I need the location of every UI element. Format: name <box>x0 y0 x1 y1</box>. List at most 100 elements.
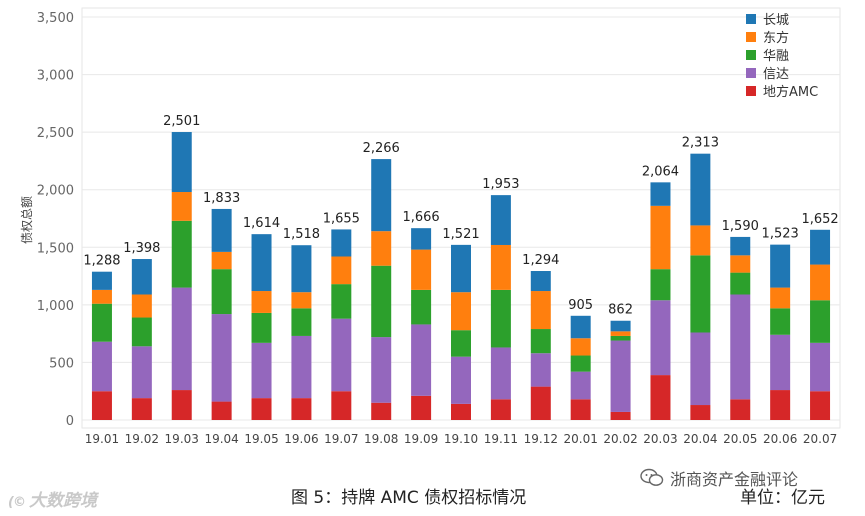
total-data-label: 1,833 <box>203 191 240 206</box>
x-tick-label: 19.02 <box>125 432 159 446</box>
bar-segment <box>810 342 831 392</box>
bar-segment <box>770 244 791 288</box>
bar-segment <box>690 225 711 256</box>
bar-segment <box>451 292 471 331</box>
x-tick-label: 19.03 <box>165 432 199 446</box>
x-tick-label: 19.05 <box>244 432 278 446</box>
y-tick-label: 0 <box>66 414 74 429</box>
total-data-label: 1,521 <box>442 227 479 242</box>
total-data-label: 1,652 <box>801 212 838 227</box>
legend-swatch <box>746 86 756 96</box>
bar-segment <box>411 324 432 396</box>
bar-segment <box>291 398 312 420</box>
bar-segment <box>331 256 352 285</box>
bar-segment <box>650 375 671 420</box>
bar-segment <box>171 220 192 288</box>
bar-segment <box>730 236 751 256</box>
watermark-left: (© 大数跨境 <box>8 486 97 511</box>
bar-segment <box>610 320 631 332</box>
bar-segment <box>211 314 232 402</box>
x-tick-label: 19.06 <box>284 432 318 446</box>
total-data-label: 1,614 <box>243 216 280 231</box>
bar-segment <box>490 289 511 348</box>
bar-segment <box>451 330 471 357</box>
bar-segment <box>411 395 432 420</box>
bar-segment <box>690 153 711 226</box>
bar-segment <box>371 159 392 232</box>
bar-segment <box>730 294 751 400</box>
bar-segment <box>530 291 551 330</box>
y-tick-label: 500 <box>49 356 74 371</box>
total-data-label: 2,313 <box>682 136 719 151</box>
bar-segment <box>650 269 671 301</box>
bar-segment <box>211 208 232 252</box>
total-data-label: 2,064 <box>642 164 679 179</box>
total-data-label: 1,953 <box>482 177 519 192</box>
bar-segment <box>91 341 112 392</box>
y-tick-label: 1,000 <box>37 299 74 314</box>
bar-segment <box>131 317 152 347</box>
total-data-label: 862 <box>608 303 633 318</box>
bar-segment <box>810 300 831 343</box>
bar-segment <box>131 398 152 420</box>
bar-segment <box>331 318 352 392</box>
bar-segment <box>171 132 192 193</box>
bar-segment <box>530 271 551 292</box>
total-data-label: 1,294 <box>522 253 559 268</box>
legend-swatch <box>746 14 756 24</box>
bar-segment <box>131 294 152 318</box>
brand-logo-icon: (© <box>8 495 26 510</box>
bar-segment <box>371 265 392 338</box>
bar-segment <box>211 269 232 315</box>
bar-segment <box>171 390 192 420</box>
x-tick-label: 19.09 <box>404 432 438 446</box>
bar-segment <box>730 272 751 295</box>
bar-segment <box>690 255 711 333</box>
x-tick-label: 19.08 <box>364 432 398 446</box>
total-data-label: 1,655 <box>323 211 360 226</box>
bar-segment <box>570 399 591 420</box>
bar-segment <box>770 287 791 309</box>
bar-segment <box>291 308 312 336</box>
legend-swatch <box>746 50 756 60</box>
bar-segment <box>291 335 312 399</box>
bar-segment <box>650 300 671 376</box>
bar-segment <box>451 403 471 420</box>
x-tick-label: 19.07 <box>324 432 358 446</box>
legend-label: 长城 <box>763 13 789 28</box>
bar-segment <box>291 292 312 309</box>
bar-segment <box>251 291 272 313</box>
total-data-label: 2,501 <box>163 114 200 129</box>
x-tick-label: 20.01 <box>564 432 598 446</box>
y-tick-label: 2,500 <box>37 126 74 141</box>
total-data-label: 2,266 <box>363 141 400 156</box>
bar-segment <box>291 245 312 293</box>
bar-segment <box>810 264 831 301</box>
bar-segment <box>211 251 232 270</box>
x-tick-label: 19.04 <box>204 432 238 446</box>
bar-segment <box>810 391 831 420</box>
x-tick-label: 20.02 <box>603 432 637 446</box>
y-axis-label: 债权总额 <box>20 196 34 244</box>
bar-segment <box>331 391 352 420</box>
bar-segment <box>91 271 112 290</box>
total-data-label: 1,590 <box>722 219 759 234</box>
bar-segment <box>251 398 272 420</box>
y-tick-label: 3,500 <box>37 11 74 26</box>
x-tick-label: 20.06 <box>763 432 797 446</box>
total-data-label: 1,398 <box>123 241 160 256</box>
bar-segment <box>331 229 352 257</box>
legend-swatch <box>746 68 756 78</box>
legend-label: 华融 <box>763 49 789 64</box>
watermark-left-text: 大数跨境 <box>28 491 97 511</box>
x-tick-label: 19.10 <box>444 432 478 446</box>
bar-segment <box>171 287 192 391</box>
bar-segment <box>211 401 232 420</box>
bar-segment <box>131 346 152 399</box>
bar-segment <box>610 411 631 420</box>
bar-segment <box>371 337 392 403</box>
bar-segment <box>91 391 112 420</box>
x-tick-label: 20.05 <box>723 432 757 446</box>
figure-caption: 图 5：持牌 AMC 债权招标情况 <box>291 488 527 508</box>
